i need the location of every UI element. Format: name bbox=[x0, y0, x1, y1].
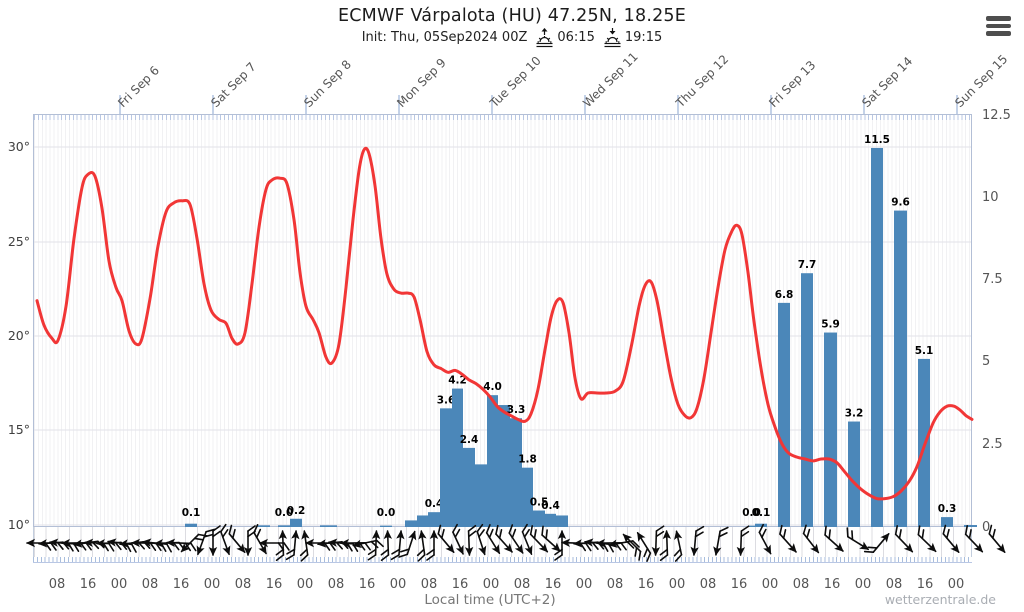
time-label: 00 bbox=[297, 577, 314, 592]
time-label: 08 bbox=[421, 577, 438, 592]
chart-header: ECMWF Várpalota (HU) 47.25N, 18.25E Init… bbox=[0, 6, 1024, 48]
day-label: Fri Sep 13 bbox=[766, 58, 818, 110]
time-label: 00 bbox=[483, 577, 500, 592]
time-label: 16 bbox=[917, 577, 934, 592]
time-label: 00 bbox=[390, 577, 407, 592]
time-label: 00 bbox=[855, 577, 872, 592]
sunset-icon bbox=[604, 28, 621, 48]
init-label: Init: Thu, 05Sep2024 00Z bbox=[361, 30, 528, 45]
time-label: 08 bbox=[607, 577, 624, 592]
day-label: Sat Sep 7 bbox=[208, 60, 259, 111]
day-label: Sun Sep 15 bbox=[952, 52, 1010, 110]
time-label: 08 bbox=[142, 577, 159, 592]
bottom-hour-ticks bbox=[33, 557, 972, 563]
day-label: Wed Sep 11 bbox=[580, 50, 641, 111]
precip-axis-label: 7.5 bbox=[982, 272, 1003, 287]
menu-button[interactable] bbox=[986, 16, 1011, 39]
top-hour-ticks bbox=[34, 115, 971, 120]
time-label: 16 bbox=[731, 577, 748, 592]
sunrise-icon bbox=[536, 28, 553, 48]
time-label: 00 bbox=[948, 577, 965, 592]
time-label: 16 bbox=[545, 577, 562, 592]
temp-axis-label: 20° bbox=[8, 328, 30, 343]
temp-axis-label: 30° bbox=[8, 139, 30, 154]
day-label: Tue Sep 10 bbox=[487, 54, 544, 111]
hamburger-icon bbox=[986, 16, 1011, 21]
precip-axis-label: 12.5 bbox=[982, 108, 1011, 123]
time-label: 16 bbox=[266, 577, 283, 592]
day-label: Sun Sep 8 bbox=[301, 57, 354, 110]
time-label: 00 bbox=[111, 577, 128, 592]
precip-axis-label: 10 bbox=[982, 190, 999, 205]
precip-axis-label: 0 bbox=[982, 520, 990, 535]
time-label: 16 bbox=[359, 577, 376, 592]
time-label: 00 bbox=[576, 577, 593, 592]
plot-area-border bbox=[33, 114, 972, 527]
precip-axis-label: 5 bbox=[982, 354, 990, 369]
day-label: Sat Sep 14 bbox=[859, 54, 915, 110]
time-label: 08 bbox=[49, 577, 66, 592]
time-label: 16 bbox=[173, 577, 190, 592]
time-label: 08 bbox=[235, 577, 252, 592]
time-label: 08 bbox=[886, 577, 903, 592]
x-axis-title: Local time (UTC+2) bbox=[424, 592, 556, 608]
temp-axis-label: 15° bbox=[8, 422, 30, 437]
sunrise-group: 06:15 bbox=[535, 27, 595, 48]
sunset-time: 19:15 bbox=[624, 30, 663, 45]
time-label: 08 bbox=[700, 577, 717, 592]
day-label: Fri Sep 6 bbox=[115, 63, 162, 110]
precip-axis-label: 2.5 bbox=[982, 437, 1003, 452]
time-label: 00 bbox=[762, 577, 779, 592]
day-label: Thu Sep 12 bbox=[673, 52, 732, 111]
time-label: 08 bbox=[328, 577, 345, 592]
time-label: 00 bbox=[204, 577, 221, 592]
sunrise-time: 06:15 bbox=[557, 30, 595, 45]
temp-axis-label: 25° bbox=[8, 234, 30, 249]
wind-barb-strip bbox=[33, 527, 972, 557]
wind-barb bbox=[988, 524, 1006, 553]
watermark: wetterzentrale.de bbox=[884, 592, 996, 607]
time-label: 16 bbox=[80, 577, 97, 592]
time-label: 08 bbox=[514, 577, 531, 592]
sunset-group: 19:15 bbox=[603, 27, 662, 48]
temp-axis-label: 10° bbox=[8, 517, 30, 532]
time-label: 16 bbox=[824, 577, 841, 592]
page-title: ECMWF Várpalota (HU) 47.25N, 18.25E bbox=[337, 6, 687, 26]
time-label: 16 bbox=[638, 577, 655, 592]
time-label: 08 bbox=[793, 577, 810, 592]
time-label: 00 bbox=[669, 577, 686, 592]
day-label: Mon Sep 9 bbox=[394, 56, 449, 111]
time-label: 16 bbox=[452, 577, 469, 592]
